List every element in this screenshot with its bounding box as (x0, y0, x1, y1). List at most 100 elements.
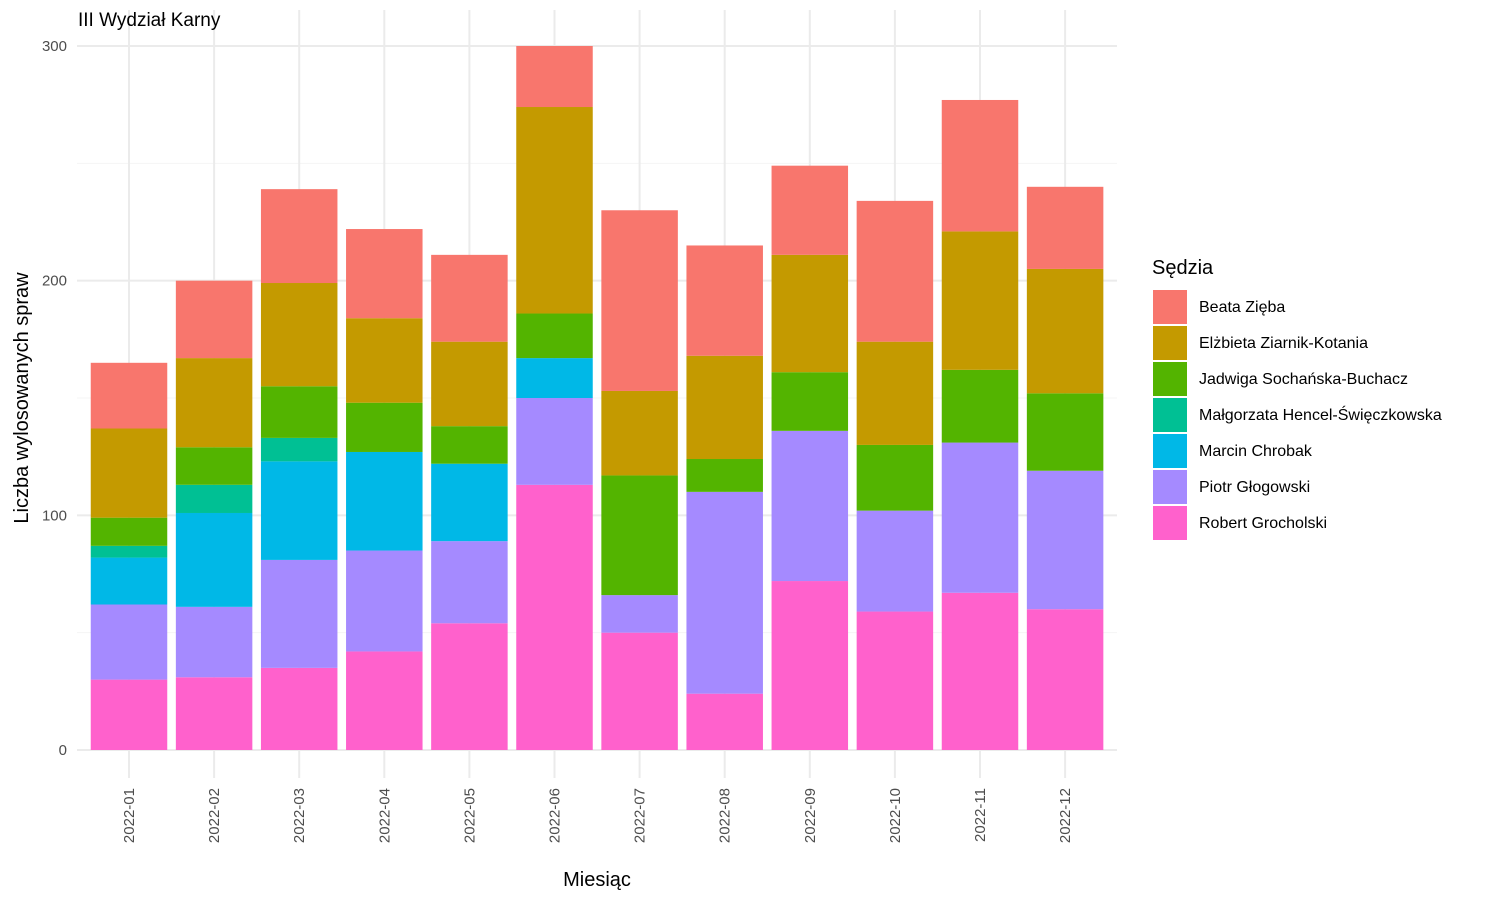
bar-segment (1026, 393, 1104, 471)
bar-segment (601, 475, 678, 596)
bar-segment (941, 231, 1019, 370)
x-axis-title: Miesiąc (563, 869, 631, 891)
legend-key (1153, 362, 1187, 396)
bar-segment (856, 200, 934, 342)
legend-items: Beata Zięba Elżbieta Ziarnik-Kotania Jadwi… (1153, 290, 1442, 540)
bar-segment (90, 545, 168, 558)
bar-segment (601, 210, 678, 391)
bar-segment (516, 46, 593, 108)
bar-segment (941, 592, 1019, 750)
legend-label: Małgorzata Hencel-Święczkowska (1199, 405, 1442, 424)
bar-segment (431, 254, 508, 342)
bar-segment (346, 550, 423, 652)
plot-title: III Wydział Karny (78, 10, 221, 31)
bar-segment (175, 677, 253, 750)
legend-key (1153, 470, 1187, 504)
x-tick-label: 2022-06 (547, 788, 564, 843)
bar-segment (856, 510, 934, 612)
bar-segment (431, 341, 508, 427)
bar-segment (346, 318, 423, 403)
x-tick-label: 2022-04 (376, 788, 393, 843)
x-tick-label: 2022-08 (717, 788, 734, 843)
bar-segment (941, 442, 1019, 593)
x-tick-label: 2022-09 (802, 788, 819, 843)
bar-segment (1026, 268, 1104, 394)
bar-segment (941, 99, 1019, 232)
bar-segment (856, 341, 934, 445)
bar-segment (260, 461, 338, 560)
bar-segment (90, 557, 168, 605)
bar-segment (431, 541, 508, 624)
bar-segment (771, 254, 849, 373)
bar-segment (260, 283, 338, 387)
bar-segment (1026, 186, 1104, 269)
bar-segment (260, 189, 338, 284)
x-tick-label: 2022-02 (206, 788, 223, 843)
bar-segment (601, 632, 678, 750)
y-tick-label: 200 (42, 273, 67, 290)
legend-key (1153, 506, 1187, 540)
x-tick-label: 2022-03 (291, 788, 308, 843)
bar-segment (516, 398, 593, 485)
bar-segment (260, 386, 338, 438)
bar-segment (90, 428, 168, 518)
bar-segment (346, 451, 423, 551)
bar-segment (686, 459, 763, 492)
legend-label: Marcin Chrobak (1199, 443, 1313, 460)
y-axis-ticks: 0 100 200 300 (42, 38, 67, 759)
bar-segment (90, 362, 168, 429)
bar-segment (175, 606, 253, 678)
x-tick-label: 2022-12 (1057, 788, 1074, 843)
bar-segment (90, 517, 168, 546)
bar-segment (1026, 609, 1104, 750)
bar-segment (771, 165, 849, 255)
y-tick-label: 300 (42, 38, 67, 55)
x-tick-label: 2022-07 (632, 788, 649, 843)
bar-segment (431, 463, 508, 542)
bar-segment (90, 604, 168, 680)
legend-label: Piotr Głogowski (1199, 479, 1310, 496)
x-tick-label: 2022-05 (461, 788, 478, 843)
bar-segment (346, 651, 423, 750)
bars (90, 46, 1104, 750)
legend-label: Robert Grocholski (1199, 515, 1327, 532)
bar-segment (856, 611, 934, 750)
legend-label: Beata Zięba (1199, 299, 1285, 316)
bar-segment (431, 426, 508, 464)
bar-segment (516, 484, 593, 750)
bar-segment (686, 245, 763, 356)
legend-title: Sędzia (1152, 257, 1214, 279)
x-tick-label: 2022-01 (121, 788, 138, 843)
bar-segment (516, 313, 593, 359)
bar-segment (601, 390, 678, 476)
bar-segment (686, 491, 763, 694)
bar-segment (941, 369, 1019, 443)
legend: Sędzia Beata Zięba Elżbieta Ziarnik-Kotan… (1152, 257, 1442, 540)
bar-segment (260, 559, 338, 668)
bar-segment (771, 430, 849, 582)
bar-segment (771, 372, 849, 431)
legend-key (1153, 326, 1187, 360)
bar-segment (1026, 470, 1104, 610)
y-tick-label: 0 (59, 742, 67, 759)
bar-segment (601, 595, 678, 633)
bar-segment (346, 229, 423, 319)
bar-segment (771, 581, 849, 750)
bar-segment (175, 280, 253, 359)
bar-segment (175, 447, 253, 485)
y-tick-label: 100 (42, 507, 67, 524)
x-axis-ticks: 2022-01 2022-02 2022-03 2022-04 2022-05 2022-… (121, 788, 1074, 843)
bar-segment (175, 484, 253, 513)
bar-segment (686, 355, 763, 460)
bar-segment (260, 437, 338, 462)
x-tick-label: 2022-11 (972, 788, 989, 842)
y-axis-title: Liczba wylosowanych spraw (11, 272, 33, 524)
bar-segment (856, 444, 934, 511)
legend-label: Jadwiga Sochańska-Buchacz (1199, 371, 1408, 388)
bar-segment (431, 623, 508, 750)
bar-segment (90, 679, 168, 750)
legend-label: Elżbieta Ziarnik-Kotania (1199, 335, 1368, 352)
bar-segment (260, 667, 338, 750)
bar-segment (175, 358, 253, 448)
